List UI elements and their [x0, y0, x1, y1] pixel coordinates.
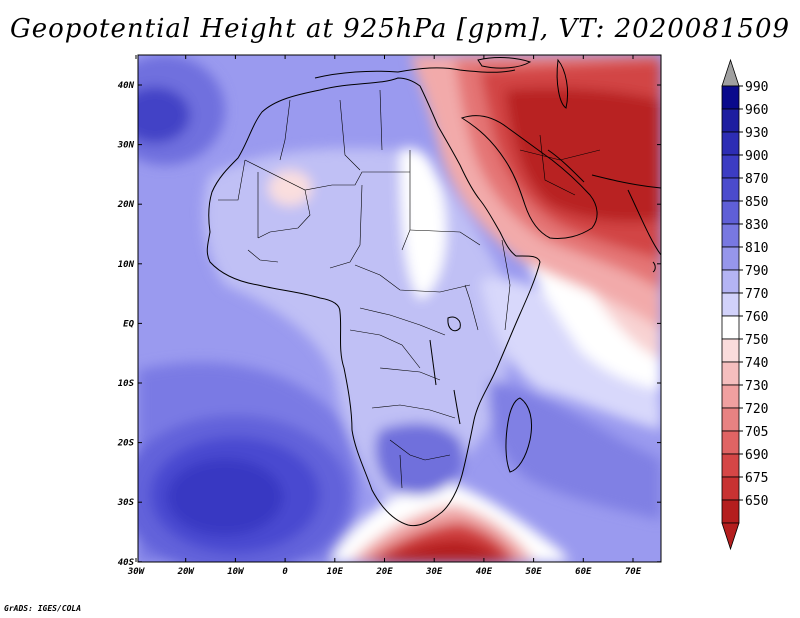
lon-tick-label: 20W [177, 567, 196, 577]
colorbar-label: 770 [745, 287, 768, 302]
colorbar-swatch [721, 384, 740, 409]
colorbar-swatch [721, 223, 740, 248]
lon-tick-label: 10W [227, 567, 245, 577]
colorbar-swatch [721, 476, 740, 501]
colorbar-label: 760 [745, 310, 768, 325]
middle-east-core [505, 88, 661, 222]
lon-tick-label: 0 [282, 567, 288, 577]
colorbar-swatch [721, 361, 740, 386]
caspian-sea [556, 58, 569, 109]
lon-tick-label: 30E [425, 567, 443, 577]
africa-coastline [206, 77, 541, 527]
colorbar: 990 960 930 900 870 850 830 810 790 770 760 750 740 7… [721, 58, 768, 551]
east-africa-light [480, 278, 661, 430]
lon-tick-label: 40E [476, 567, 493, 577]
colorbar-label: 720 [745, 402, 768, 417]
longitude-axis: 30W 20W 10W 0 10E 20E 30E 40E 50E 60E 70E [127, 55, 642, 577]
lon-tick-label: 70E [625, 567, 642, 577]
colorbar-swatch [721, 131, 740, 156]
colorbar-label: 830 [745, 218, 768, 233]
colorbar-label: 870 [745, 172, 768, 187]
lake-victoria [447, 316, 461, 332]
lake-malawi [453, 389, 461, 425]
sahara-pink-patch [268, 170, 312, 206]
colorbar-label: 960 [745, 103, 768, 118]
lat-tick-label: 30N [117, 141, 135, 151]
colorbar-swatch [721, 246, 740, 271]
shaded-field [138, 55, 661, 562]
plot-frame [137, 54, 662, 563]
colorbar-swatch [721, 85, 740, 110]
south-atlantic-high-core [167, 459, 283, 535]
colorbar-label: 810 [745, 241, 768, 256]
lon-tick-label: 50E [525, 567, 542, 577]
colorbar-label: 675 [745, 471, 768, 486]
lat-tick-label: 40S [118, 558, 135, 568]
political-borders [218, 89, 601, 489]
lat-tick-label: 40N [118, 81, 135, 91]
lon-tick-label: 30W [127, 567, 146, 577]
colorbar-swatch [721, 200, 740, 225]
sri-lanka [652, 261, 656, 273]
colorbar-bottom-arrow [721, 522, 740, 551]
colorbar-swatch [721, 108, 740, 133]
colorbar-label: 850 [745, 195, 768, 210]
colorbar-label: 990 [745, 80, 768, 95]
black-sea [477, 57, 532, 69]
iran-coast [591, 174, 661, 189]
lake-tanganyika [429, 339, 437, 386]
colorbar-label: 900 [745, 149, 768, 164]
southern-ocean-core [380, 540, 505, 562]
colorbar-swatch [721, 154, 740, 179]
colorbar-swatch [721, 499, 740, 524]
colorbar-swatch [721, 453, 740, 478]
colorbar-label: 740 [745, 356, 768, 371]
lon-tick-label: 10E [327, 567, 344, 577]
colorbar-swatch [721, 269, 740, 294]
latitude-axis: 40N 30N 20N 10N EQ 10S 20S 30S 40S [117, 81, 661, 568]
map-title: Geopotential Height at 925hPa [gpm], VT:… [9, 14, 791, 44]
mediterranean-north [314, 67, 516, 79]
colorbar-swatch [721, 292, 740, 317]
lon-tick-label: 60E [575, 567, 592, 577]
lat-tick-label: 30S [117, 498, 135, 508]
colorbar-swatch [721, 430, 740, 455]
arabian-peninsula [460, 115, 598, 239]
colorbar-swatch [721, 177, 740, 202]
sahara-white-patch [400, 148, 447, 300]
grads-credit: GrADS: IGES/COLA [4, 604, 82, 613]
lon-tick-label: 20E [375, 567, 393, 577]
colorbar-swatch [721, 407, 740, 432]
persian-gulf [547, 149, 585, 183]
lat-tick-label: EQ [123, 319, 134, 329]
lat-tick-label: 20N [117, 200, 135, 210]
colorbar-swatch [721, 338, 740, 363]
lat-tick-label: 20S [117, 439, 135, 449]
colorbar-label: 750 [745, 333, 768, 348]
colorbar-label: 705 [745, 425, 768, 440]
lat-tick-label: 10S [118, 379, 135, 389]
north-atlantic-high-core [138, 87, 190, 143]
lat-tick-label: 10N [118, 260, 135, 270]
southern-africa-blue [375, 423, 464, 496]
india-coast [627, 189, 661, 256]
madagascar-band [489, 380, 661, 520]
colorbar-swatch [721, 315, 740, 340]
colorbar-label: 730 [745, 379, 768, 394]
colorbar-label: 790 [745, 264, 768, 279]
madagascar [505, 397, 533, 473]
colorbar-label: 690 [745, 448, 768, 463]
colorbar-label: 930 [745, 126, 768, 141]
colorbar-label: 650 [745, 494, 768, 509]
coastlines [206, 57, 661, 527]
colorbar-top-arrow [721, 58, 740, 87]
